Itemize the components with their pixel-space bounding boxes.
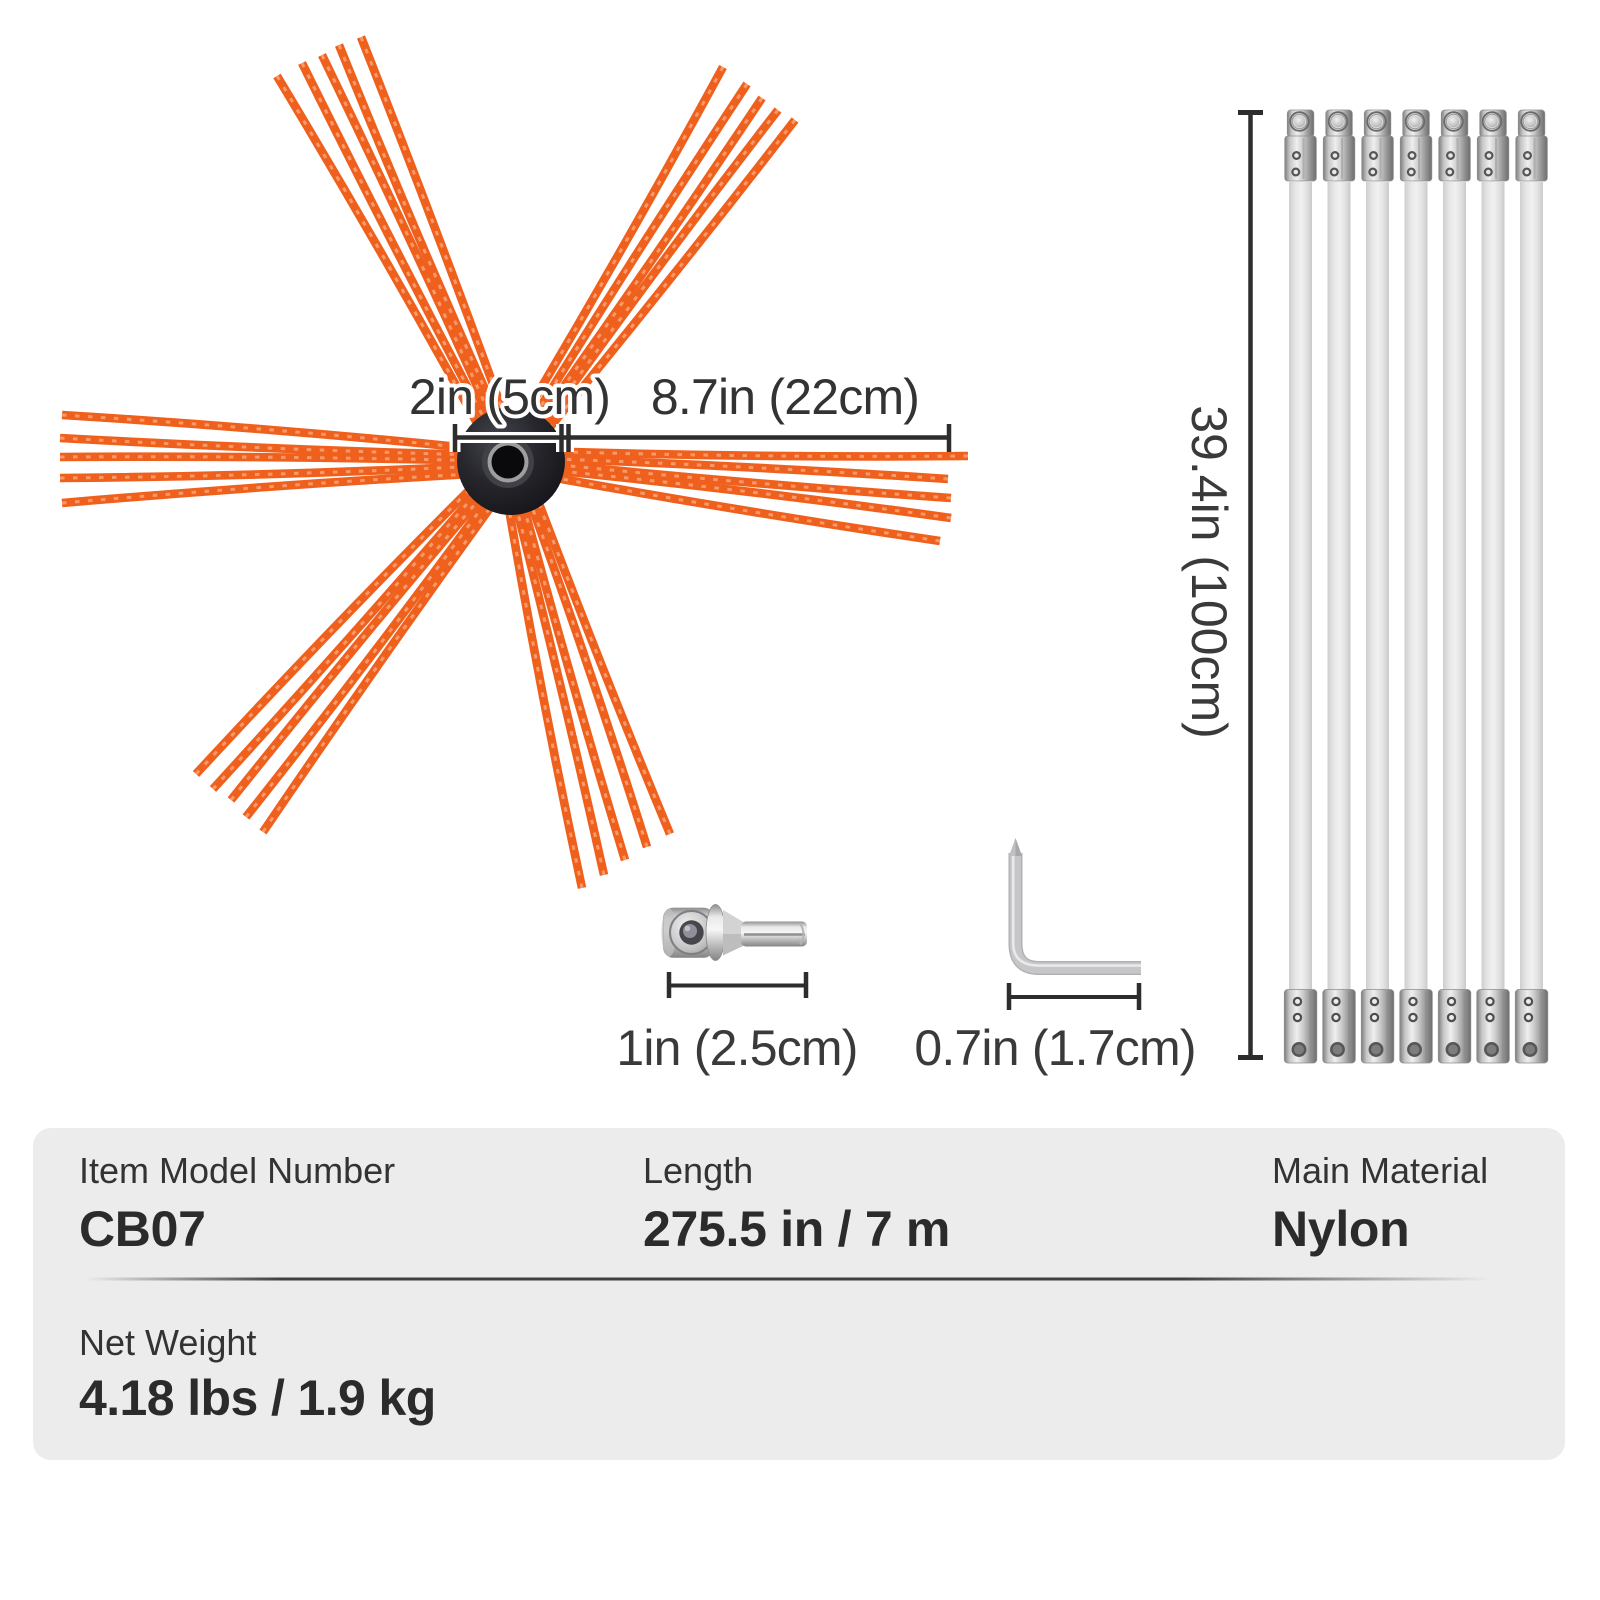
svg-text:Main Material: Main Material xyxy=(1272,1150,1488,1191)
svg-text:1in (2.5cm): 1in (2.5cm) xyxy=(616,1020,857,1076)
svg-text:4.18 lbs / 1.9 kg: 4.18 lbs / 1.9 kg xyxy=(79,1370,436,1426)
svg-text:275.5 in / 7 m: 275.5 in / 7 m xyxy=(643,1201,950,1257)
svg-text:Item Model Number: Item Model Number xyxy=(79,1150,395,1191)
svg-text:0.7in (1.7cm): 0.7in (1.7cm) xyxy=(914,1020,1195,1076)
svg-text:CB07: CB07 xyxy=(79,1201,206,1257)
svg-text:2in (5cm): 2in (5cm) xyxy=(409,369,610,425)
svg-text:Net Weight: Net Weight xyxy=(79,1322,256,1363)
svg-text:39.4in (100cm): 39.4in (100cm) xyxy=(1181,405,1237,739)
svg-text:Nylon: Nylon xyxy=(1272,1201,1409,1257)
svg-text:8.7in (22cm): 8.7in (22cm) xyxy=(651,369,919,425)
svg-text:Length: Length xyxy=(643,1150,753,1191)
